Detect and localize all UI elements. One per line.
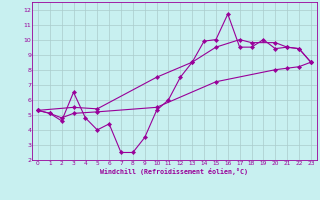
- X-axis label: Windchill (Refroidissement éolien,°C): Windchill (Refroidissement éolien,°C): [100, 168, 248, 175]
